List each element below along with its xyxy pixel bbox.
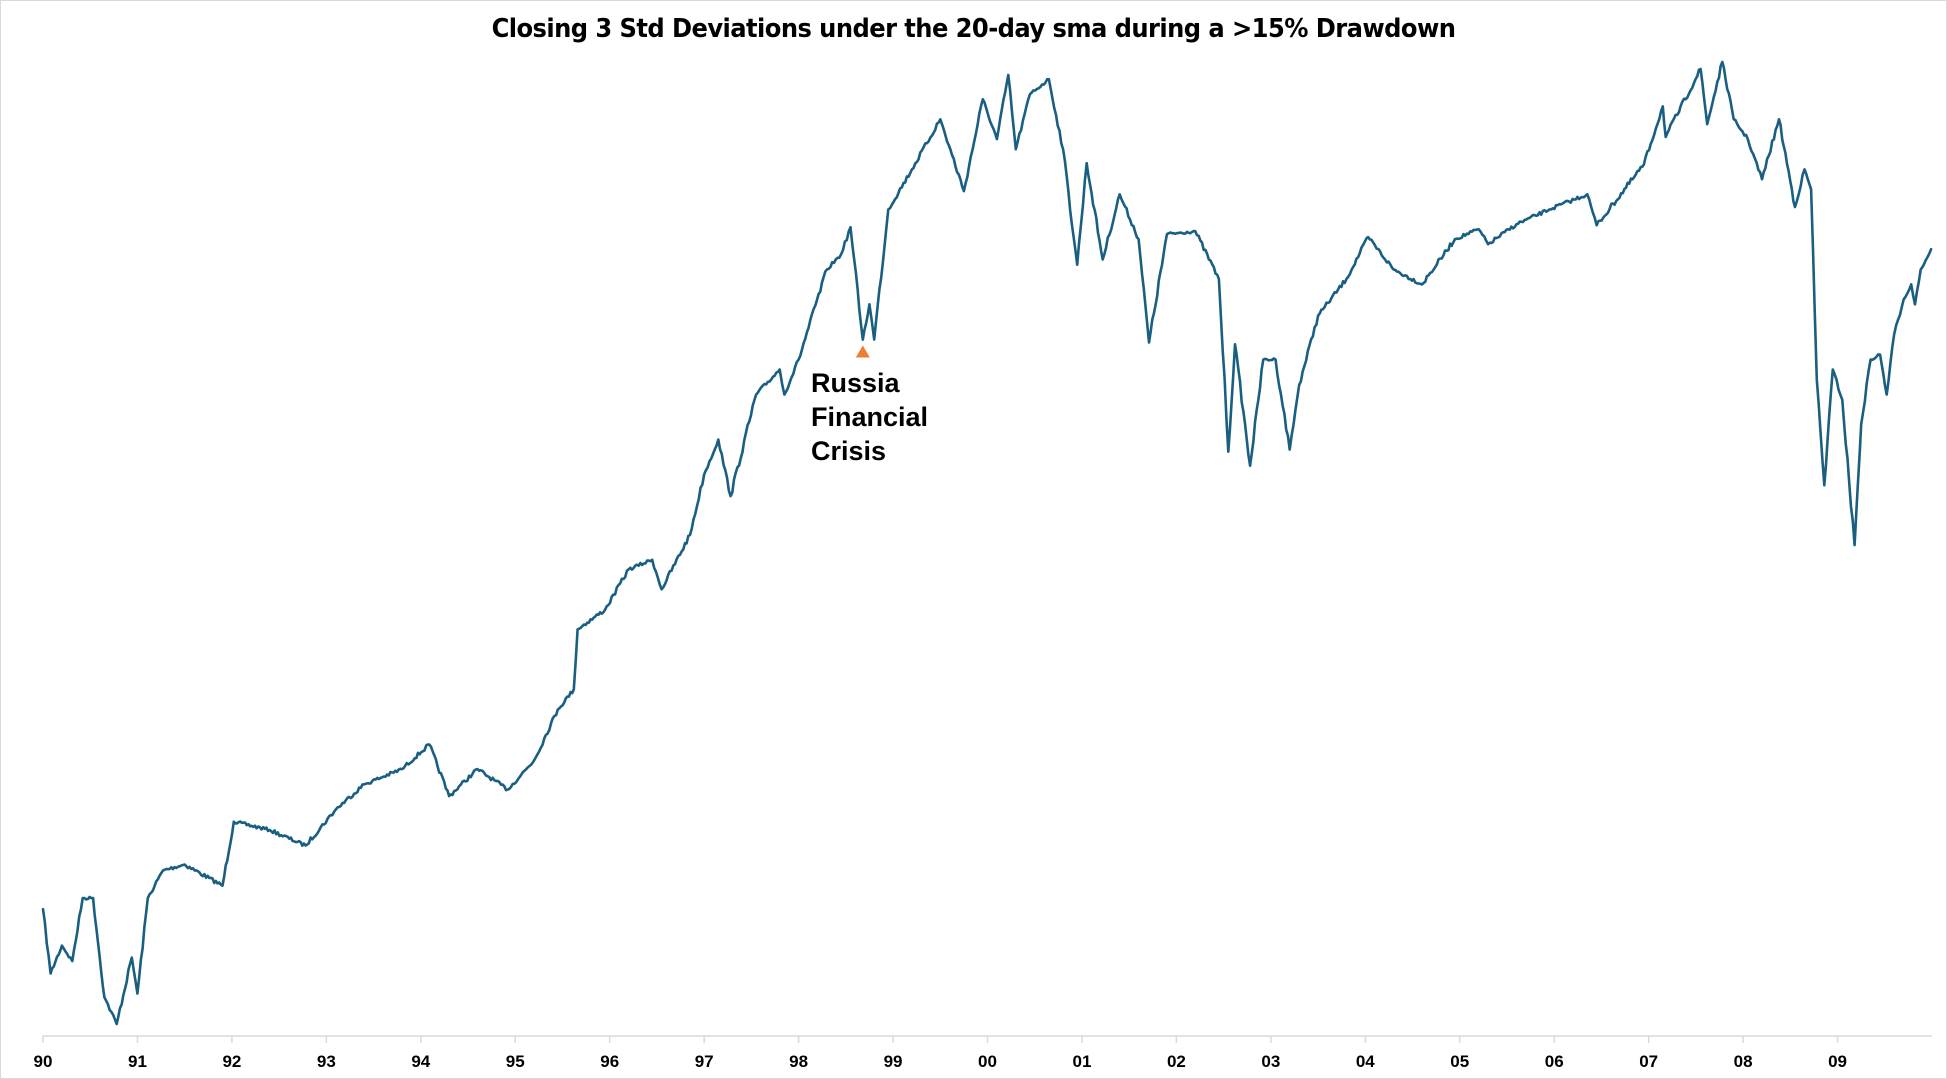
marker-layer — [855, 345, 870, 358]
x-tick-label: 93 — [317, 1052, 336, 1071]
x-tick-label: 97 — [695, 1052, 714, 1071]
x-tick-label: 02 — [1167, 1052, 1186, 1071]
x-tick-label: 08 — [1734, 1052, 1753, 1071]
crisis-marker-triangle-icon — [855, 345, 870, 358]
chart-title: Closing 3 Std Deviations under the 20-da… — [491, 14, 1456, 44]
x-tick-label: 90 — [34, 1052, 53, 1071]
x-tick-label: 98 — [789, 1052, 808, 1071]
x-tick-label: 96 — [600, 1052, 619, 1071]
x-tick-label: 01 — [1072, 1052, 1091, 1071]
russia-crisis-annotation: Russia Financial Crisis — [811, 366, 928, 468]
annotation-line: Crisis — [811, 436, 887, 466]
x-tick-label: 05 — [1450, 1052, 1469, 1071]
series-layer — [41, 60, 1933, 1026]
series-line-close — [41, 60, 1933, 1026]
annotation-line: Russia — [811, 368, 900, 398]
x-tick-label: 03 — [1261, 1052, 1280, 1071]
x-tick-label: 00 — [978, 1052, 997, 1071]
annotation-line: Financial — [811, 402, 929, 432]
x-tick-label: 92 — [222, 1052, 241, 1071]
x-tick-label: 95 — [506, 1052, 525, 1071]
x-tick-label: 94 — [411, 1052, 430, 1071]
x-tick-label: 99 — [884, 1052, 903, 1071]
x-tick-label: 06 — [1545, 1052, 1564, 1071]
x-tick-label: 91 — [128, 1052, 147, 1071]
x-tick-label: 04 — [1356, 1052, 1375, 1071]
x-tick-label: 09 — [1828, 1052, 1847, 1071]
x-axis: 90 91 92 93 94 95 96 97 98 99 00 01 02 03 04 05 06 07 08 09 — [34, 1035, 1932, 1071]
x-tick-label: 07 — [1639, 1052, 1658, 1071]
